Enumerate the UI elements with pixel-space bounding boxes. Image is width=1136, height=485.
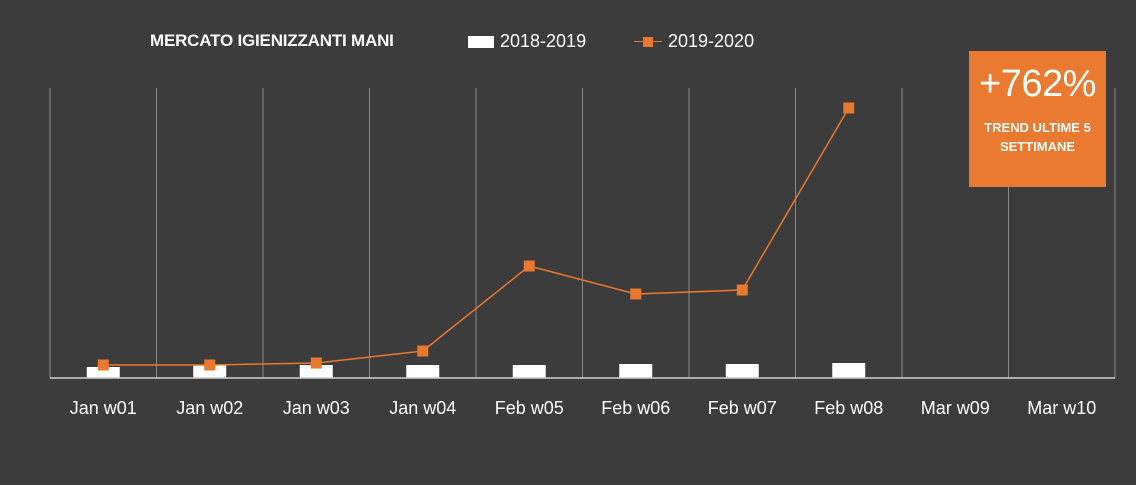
bar-feb-w07 — [725, 364, 759, 378]
bar-jan-w02 — [193, 365, 227, 378]
legend-swatch-bar — [468, 35, 494, 48]
line-2019-2020 — [97, 102, 855, 371]
x-tick-label: Feb w05 — [495, 398, 564, 418]
legend-item-2019-2020: 2019-2020 — [634, 31, 754, 52]
grid-lines — [49, 88, 1116, 378]
trend-callout: +762% TREND ULTIME 5 SETTIMANE — [969, 51, 1106, 187]
legend-label-2018-2019: 2018-2019 — [500, 31, 587, 51]
x-tick-label: Mar w09 — [921, 398, 990, 418]
x-tick-label: Jan w02 — [176, 398, 243, 418]
bar-feb-w06 — [619, 364, 653, 378]
trend-value: +762% — [979, 63, 1096, 105]
x-tick-label: Feb w06 — [601, 398, 670, 418]
bar-jan-w03 — [299, 365, 333, 378]
trend-label: TREND ULTIME 5 SETTIMANE — [969, 118, 1106, 156]
point-jan-w01 — [97, 359, 109, 371]
legend-item-2018-2019: 2018-2019 — [468, 31, 586, 52]
trend-label-line1: TREND ULTIME 5 — [984, 120, 1091, 135]
bar-jan-w04 — [406, 365, 440, 378]
x-tick-label: Mar w10 — [1027, 398, 1096, 418]
x-tick-label: Jan w01 — [70, 398, 137, 418]
point-feb-w05 — [523, 260, 535, 272]
x-tick-label: Jan w03 — [283, 398, 350, 418]
chart-title: MERCATO IGIENIZZANTI MANI — [150, 31, 394, 50]
point-feb-w08 — [843, 102, 855, 114]
bar-feb-w05 — [512, 365, 546, 378]
legend-swatch-line — [634, 36, 662, 48]
point-jan-w03 — [310, 357, 322, 369]
x-tick-label: Feb w07 — [708, 398, 777, 418]
legend-label-2019-2020: 2019-2020 — [668, 31, 755, 51]
point-jan-w02 — [204, 359, 216, 371]
x-tick-label: Feb w08 — [814, 398, 883, 418]
point-jan-w04 — [417, 345, 429, 357]
point-feb-w07 — [736, 284, 748, 296]
series-line-2019-2020 — [103, 107, 850, 366]
point-feb-w06 — [630, 288, 642, 300]
trend-label-line2: SETTIMANE — [999, 139, 1076, 154]
bar-feb-w08 — [832, 363, 866, 378]
bar-jan-w01 — [86, 367, 120, 378]
bars-2018-2019 — [86, 363, 866, 378]
x-tick-label: Jan w04 — [389, 398, 456, 418]
x-tick-labels: Jan w01 Jan w02 Jan w03 Jan w04 Feb w05 Feb w… — [70, 398, 1097, 418]
